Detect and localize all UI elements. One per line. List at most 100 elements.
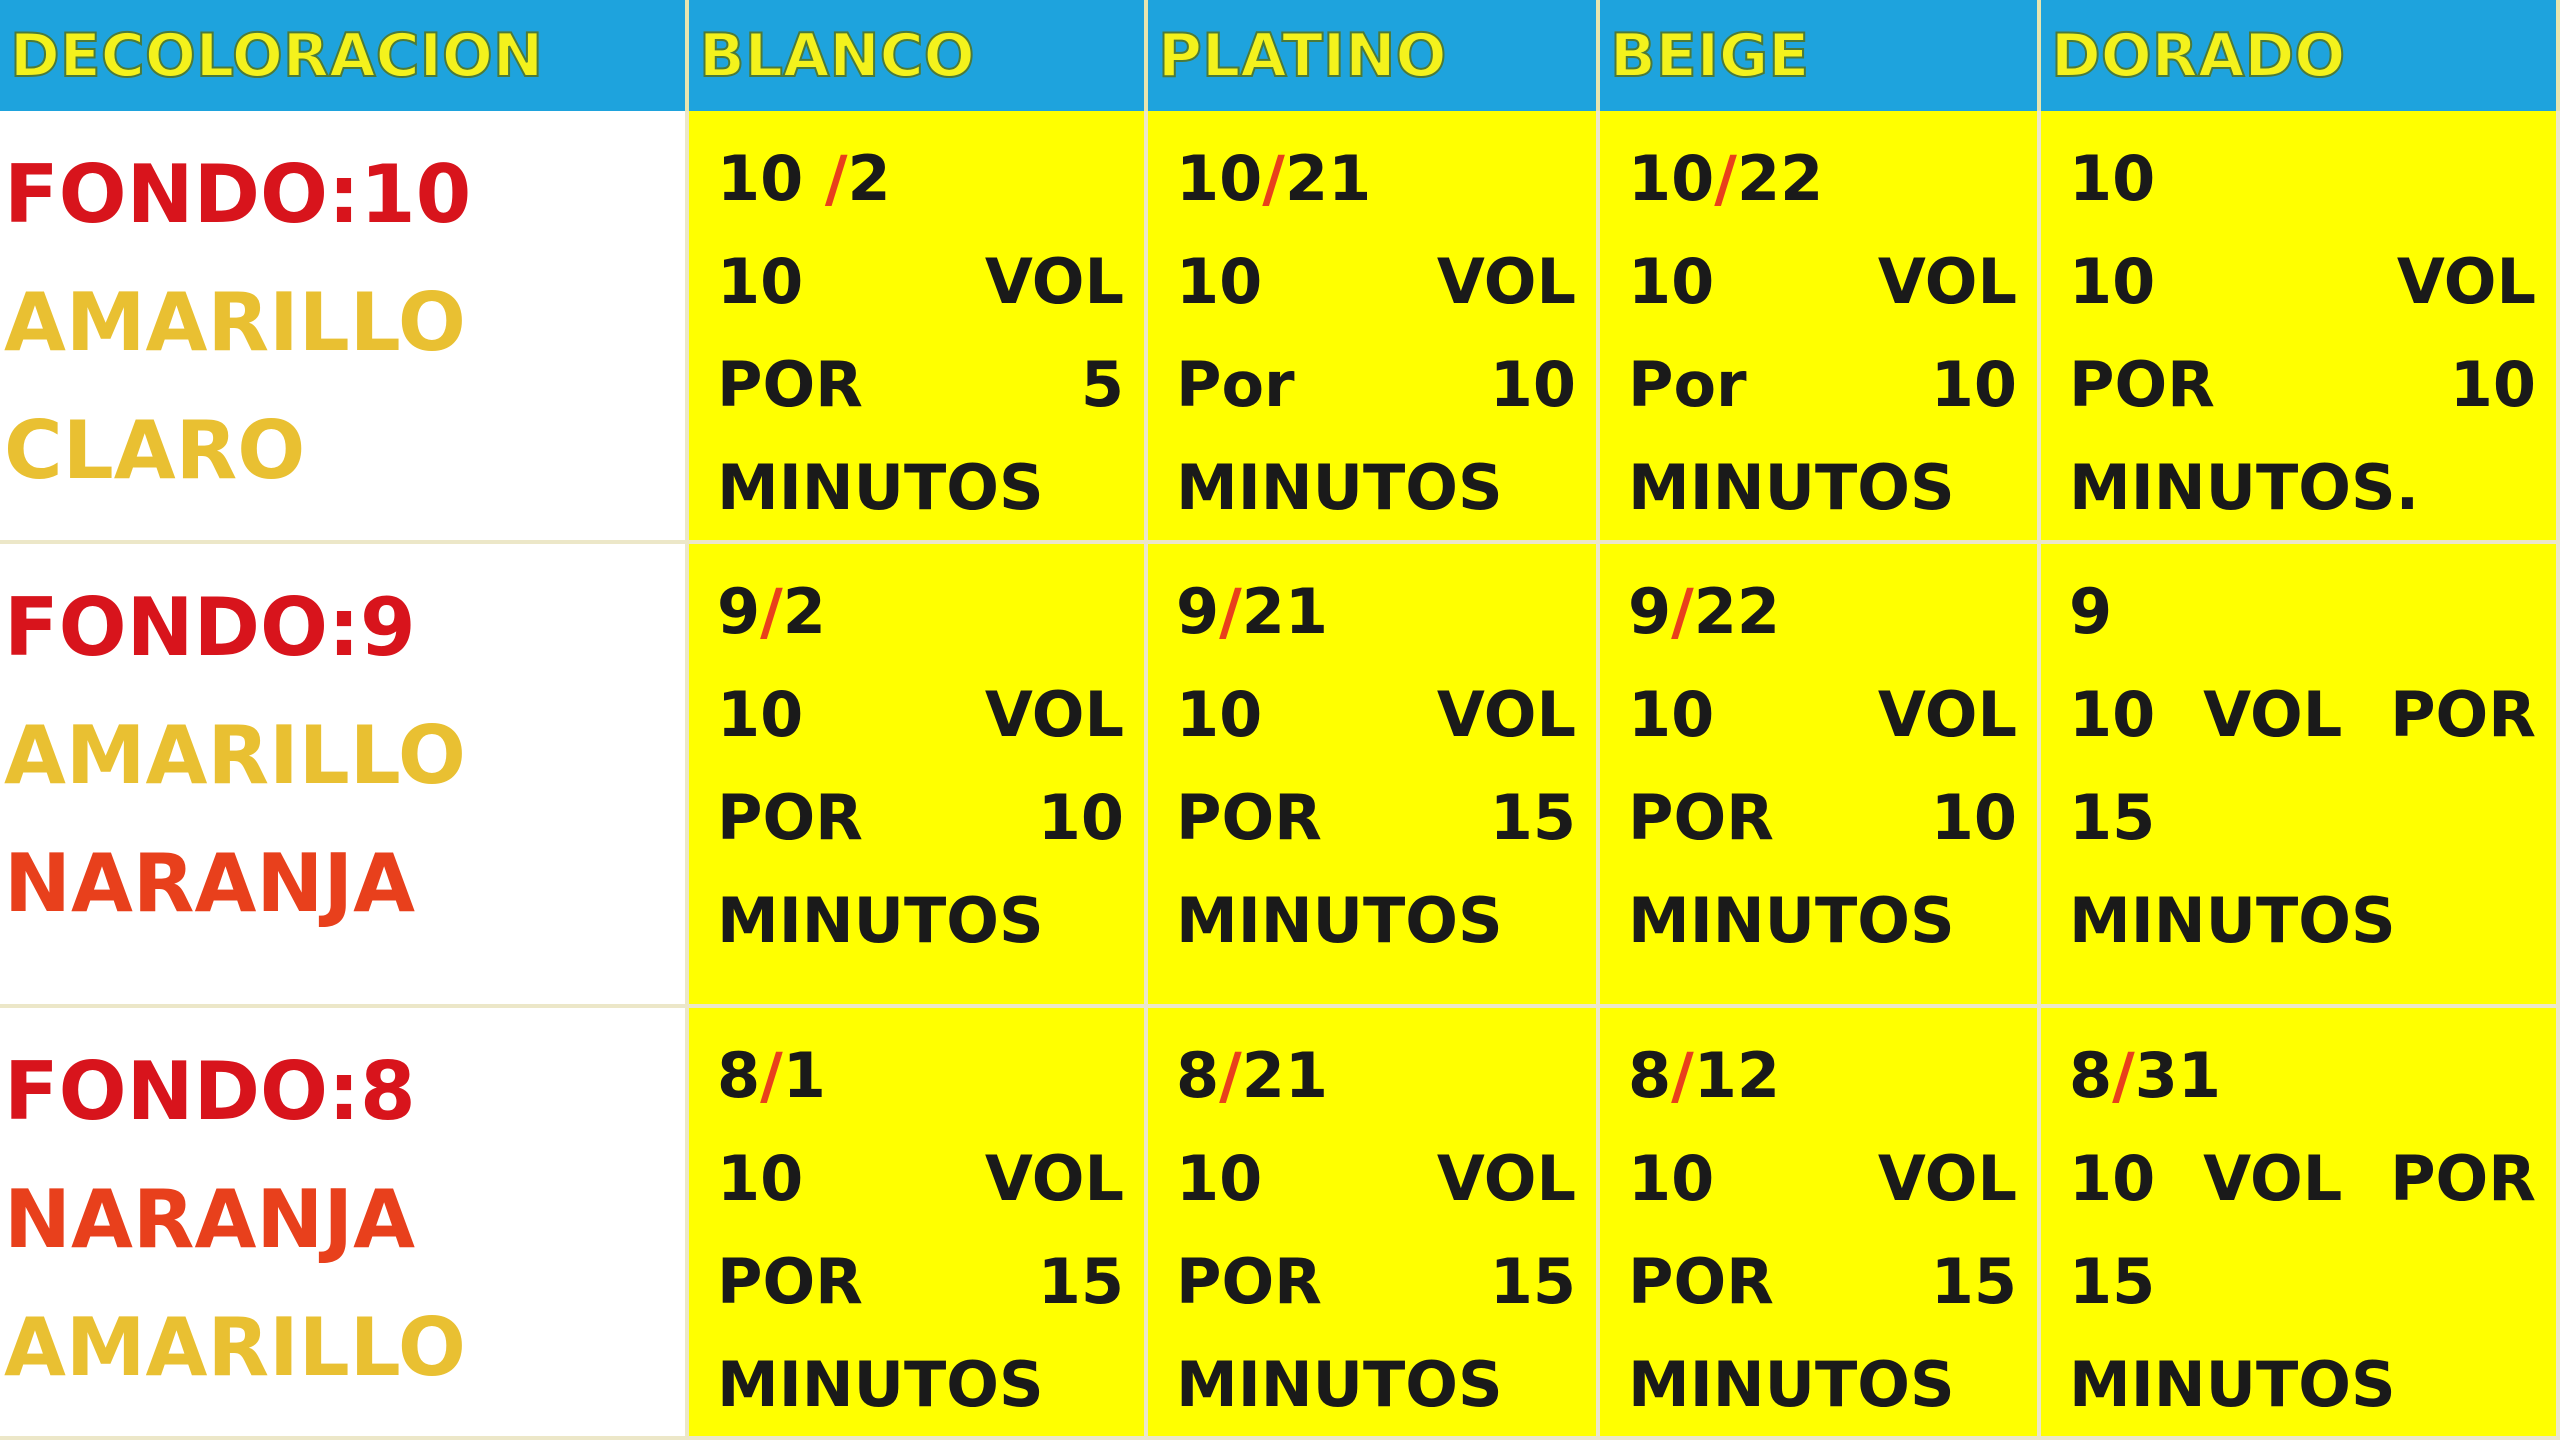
- tone-code: 9/21: [1176, 560, 1576, 663]
- data-cell: 9/2 10 VOL POR 10 MINUTOS: [689, 544, 1148, 1008]
- code-part: 2: [782, 575, 826, 648]
- code-part: 12: [1693, 1039, 1781, 1112]
- tone-code: 8/21: [1176, 1024, 1576, 1127]
- code-part: /: [1219, 1039, 1242, 1112]
- instruction-line: MINUTOS: [2069, 884, 2396, 957]
- instruction-line: 10 VOL: [1176, 1142, 1576, 1215]
- instruction-line: POR 10: [717, 781, 1124, 854]
- instruction-line: POR 15: [1176, 1245, 1576, 1318]
- label-line: CLARO: [4, 404, 306, 497]
- code-part: 21: [1284, 142, 1372, 215]
- instruction-line: POR 5: [717, 348, 1124, 421]
- code-part: /: [1262, 142, 1285, 215]
- instruction-line: 15: [2069, 781, 2156, 854]
- instruction-line: MINUTOS: [1176, 884, 1503, 957]
- code-part: /: [824, 142, 848, 215]
- instruction-line: MINUTOS: [2069, 1348, 2396, 1421]
- header-cell: BLANCO: [689, 0, 1148, 111]
- code-part: 21: [1241, 1039, 1329, 1112]
- instruction-line: 10 VOL: [1628, 678, 2017, 751]
- instruction-line: 10 VOL POR: [2069, 1142, 2536, 1215]
- header-cell: DORADO: [2041, 0, 2560, 111]
- instruction-line: POR 15: [1176, 781, 1576, 854]
- code-part: 10: [1176, 142, 1263, 215]
- header-cell: PLATINO: [1148, 0, 1600, 111]
- code-part: 2: [847, 142, 891, 215]
- instruction-line: 10 VOL: [1176, 245, 1576, 318]
- instruction-line: POR 15: [717, 1245, 1124, 1318]
- code-part: 10: [717, 142, 825, 215]
- code-part: 9: [1628, 575, 1672, 648]
- data-cell: 8/1 10 VOL POR 15 MINUTOS: [689, 1008, 1148, 1440]
- data-cell: 8/31 10 VOL POR 15 MINUTOS: [2041, 1008, 2560, 1440]
- instruction-line: Por 10: [1628, 348, 2017, 421]
- instruction-line: 10 VOL POR: [2069, 678, 2536, 751]
- tone-code: 10/21: [1176, 127, 1576, 230]
- header-cell: DECOLORACION: [0, 0, 689, 111]
- instruction-line: MINUTOS: [1628, 1348, 1955, 1421]
- header-cell: BEIGE: [1600, 0, 2041, 111]
- code-part: /: [1671, 575, 1694, 648]
- tone-code: 10 /2: [717, 127, 1124, 230]
- tone-code: 10: [2069, 127, 2536, 230]
- label-line: FONDO:9: [4, 581, 416, 674]
- tone-code: 8/31: [2069, 1024, 2536, 1127]
- tone-code: 9/2: [717, 560, 1124, 663]
- instruction-line: MINUTOS: [717, 451, 1044, 524]
- instruction-line: MINUTOS: [1628, 451, 1955, 524]
- data-cell: 10/21 10 VOL Por 10 MINUTOS: [1148, 111, 1600, 544]
- code-part: /: [760, 575, 783, 648]
- label-line: AMARILLO: [4, 1301, 466, 1394]
- instruction-line: 10 VOL: [2069, 245, 2536, 318]
- instruction-line: MINUTOS: [717, 884, 1044, 957]
- data-cell: 10/22 10 VOL Por 10 MINUTOS: [1600, 111, 2041, 544]
- instruction-line: Por 10: [1176, 348, 1576, 421]
- row-label: FONDO:10 AMARILLO CLARO: [0, 111, 689, 544]
- code-part: 8: [717, 1039, 761, 1112]
- data-cell: 9/22 10 VOL POR 10 MINUTOS: [1600, 544, 2041, 1008]
- code-part: 1: [782, 1039, 826, 1112]
- instruction-line: POR 10: [2069, 348, 2536, 421]
- instruction-line: 10 VOL: [1176, 678, 1576, 751]
- label-line: AMARILLO: [4, 709, 466, 802]
- code-part: /: [2112, 1039, 2135, 1112]
- code-part: 21: [1241, 575, 1329, 648]
- label-line: FONDO:10: [4, 148, 472, 241]
- code-part: 31: [2134, 1039, 2222, 1112]
- code-part: 10: [2069, 142, 2156, 215]
- tone-code: 9/22: [1628, 560, 2017, 663]
- code-part: 8: [1176, 1039, 1220, 1112]
- instruction-line: MINUTOS: [1628, 884, 1955, 957]
- tone-code: 8/1: [717, 1024, 1124, 1127]
- code-part: /: [1714, 142, 1737, 215]
- tone-code: 8/12: [1628, 1024, 2017, 1127]
- data-cell: 8/12 10 VOL POR 15 MINUTOS: [1600, 1008, 2041, 1440]
- code-part: 10: [1628, 142, 1715, 215]
- data-cell: 10 /2 10 VOL POR 5 MINUTOS: [689, 111, 1148, 544]
- data-cell: 8/21 10 VOL POR 15 MINUTOS: [1148, 1008, 1600, 1440]
- code-part: /: [1219, 575, 1242, 648]
- label-line: NARANJA: [4, 1173, 416, 1266]
- instruction-line: 10 VOL: [1628, 1142, 2017, 1215]
- code-part: 8: [2069, 1039, 2113, 1112]
- instruction-line: POR 10: [1628, 781, 2017, 854]
- data-cell: 9 10 VOL POR 15 MINUTOS: [2041, 544, 2560, 1008]
- data-cell: 10 10 VOL POR 10 MINUTOS.: [2041, 111, 2560, 544]
- tone-code: 9: [2069, 560, 2536, 663]
- instruction-line: 10 VOL: [1628, 245, 2017, 318]
- instruction-line: 10 VOL: [717, 1142, 1124, 1215]
- instruction-line: MINUTOS: [717, 1348, 1044, 1421]
- code-part: /: [760, 1039, 783, 1112]
- label-line: AMARILLO: [4, 276, 466, 369]
- code-part: /: [1671, 1039, 1694, 1112]
- row-label: FONDO:8 NARANJA AMARILLO: [0, 1008, 689, 1440]
- data-cell: 9/21 10 VOL POR 15 MINUTOS: [1148, 544, 1600, 1008]
- instruction-line: POR 15: [1628, 1245, 2017, 1318]
- instruction-line: 10 VOL: [717, 678, 1124, 751]
- code-part: 22: [1736, 142, 1824, 215]
- row-label: FONDO:9 AMARILLO NARANJA: [0, 544, 689, 1008]
- code-part: 9: [717, 575, 761, 648]
- tone-code: 10/22: [1628, 127, 2017, 230]
- code-part: 22: [1693, 575, 1781, 648]
